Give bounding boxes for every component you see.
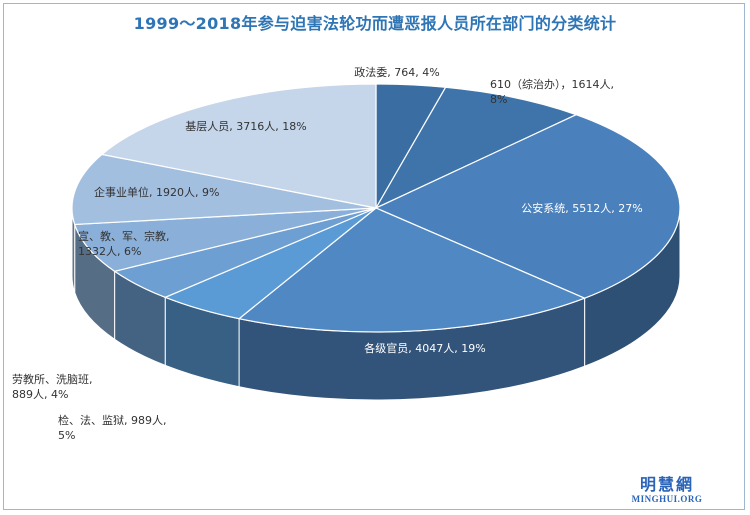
slice-label-line: 1332人, 6% (78, 245, 141, 258)
pie-slice-3 (237, 207, 587, 333)
slice-label-line: 610（综治办），1614人, (490, 77, 614, 91)
slice-label-3: 各级官员, 4047人, 19% (364, 341, 485, 355)
slice-label-line: 公安系统, 5512人, 27% (521, 201, 642, 215)
slice-label-line: 各级官员, 4047人, 19% (364, 341, 485, 355)
slice-label-line: 基层人员, 3716人, 18% (185, 120, 306, 133)
slice-label-line: 宣、教、军、宗教, (78, 229, 170, 243)
logo-english-text: MINGHUI.ORG (631, 494, 703, 504)
pie-slice-6 (73, 207, 377, 272)
pie-slice-8 (100, 83, 377, 209)
slice-label-line: 889人, 4% (12, 388, 68, 401)
minghui-logo: 明慧網 MINGHUI.ORG (622, 475, 712, 505)
slice-label-line: 企事业单位, 1920人, 9% (94, 185, 219, 199)
slice-label-1: 610（综治办），1614人, 8% (490, 77, 614, 106)
chart-title: 1999～2018年参与迫害法轮功而遭恶报人员所在部门的分类统计 (133, 14, 617, 33)
pie-slice-7 (71, 153, 377, 226)
slice-label-line: 劳教所、洗脑班, (12, 373, 93, 386)
pie-top (71, 83, 681, 333)
slice-label-line: 5% (58, 429, 75, 442)
slice-label-line: 政法委, 764, 4% (354, 65, 439, 79)
slice-label-0: 政法委, 764, 4% (354, 65, 439, 79)
logo-chinese-text: 明慧網 (639, 475, 694, 494)
slice-label-7: 企事业单位, 1920人, 9% (94, 185, 219, 199)
slice-label-line: 检、法、监狱, 989人, (58, 413, 167, 427)
pie-slice-2 (374, 114, 681, 299)
pie-slice-1 (374, 86, 578, 210)
pie-side-walls (71, 207, 681, 401)
pie-labels: 政法委, 764, 4% 610（综治办），1614人, 8% 公安系统, 5512人… (12, 65, 643, 442)
slice-label-6: 宣、教、军、宗教, 1332人, 6% (78, 229, 170, 258)
slice-label-2: 公安系统, 5512人, 27% (521, 201, 642, 215)
slice-label-8: 基层人员, 3716人, 18% (185, 120, 306, 133)
slice-label-4: 检、法、监狱, 989人, 5% (58, 413, 167, 442)
slice-label-line: 8% (490, 93, 507, 106)
slice-label-5: 劳教所、洗脑班, 889人, 4% (12, 373, 93, 401)
